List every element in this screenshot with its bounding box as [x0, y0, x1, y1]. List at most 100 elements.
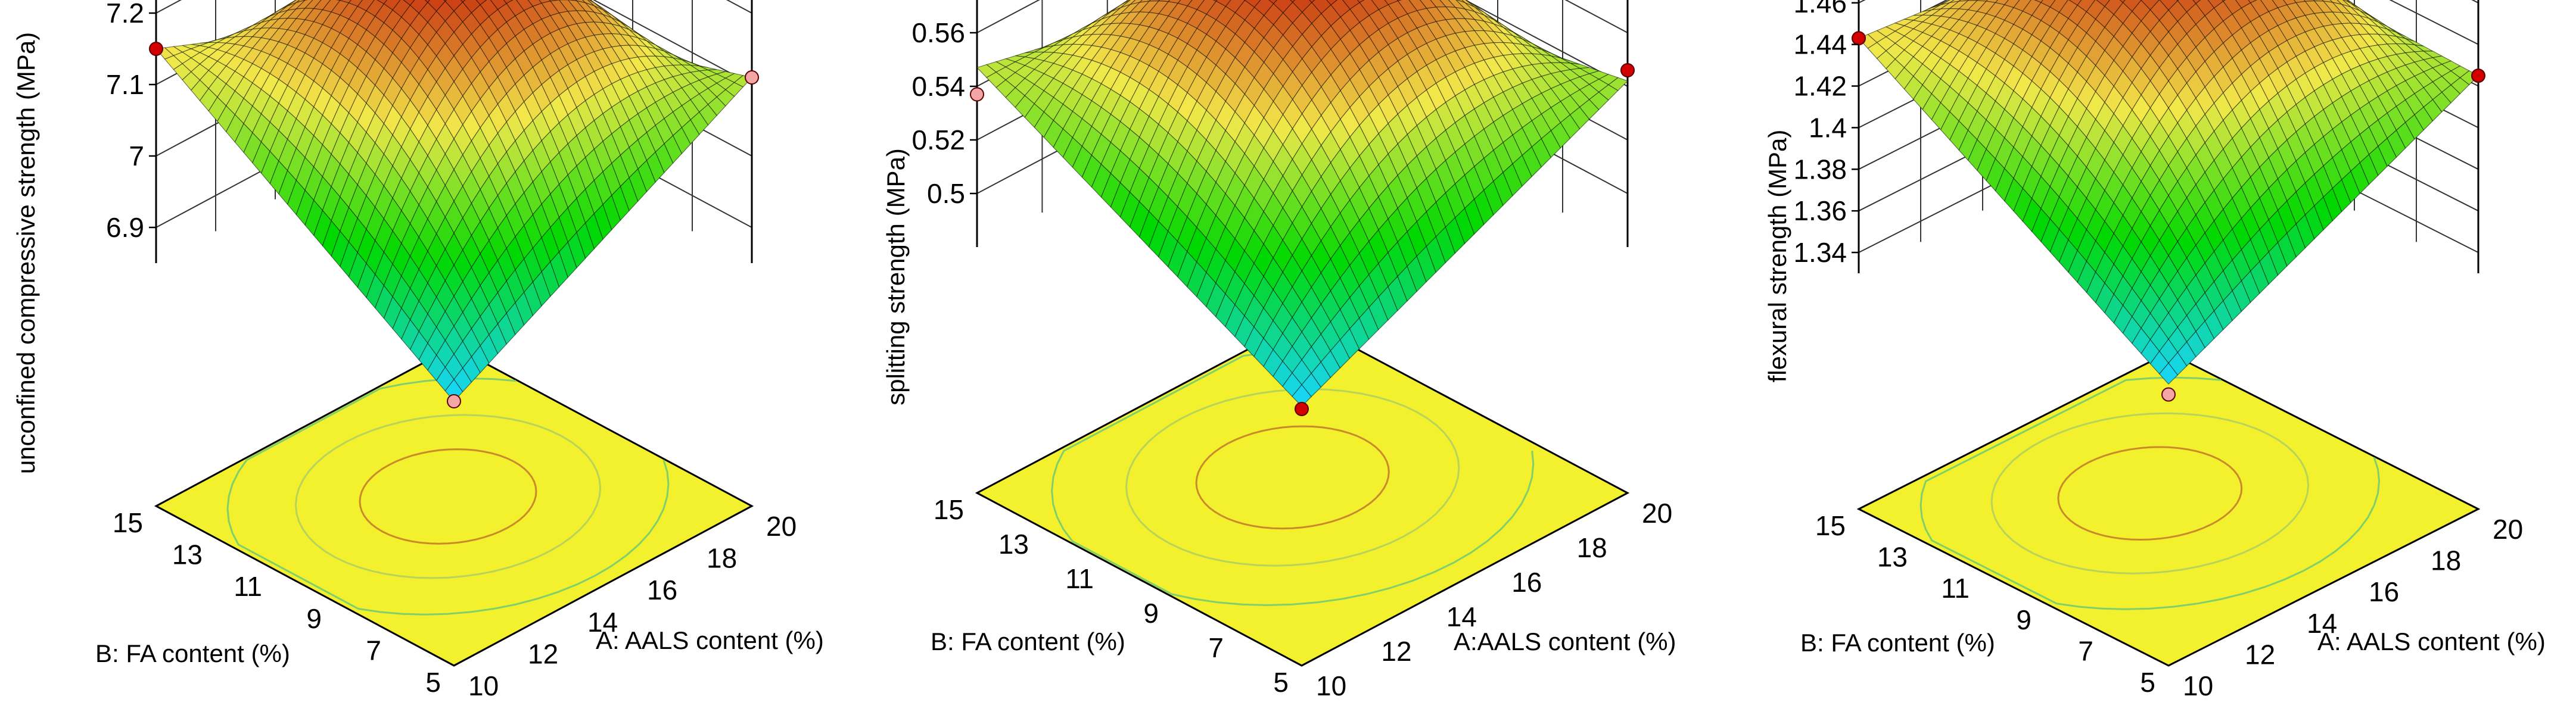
y-tick-label: 5 [425, 667, 441, 698]
x-tick-label: 20 [1642, 498, 1672, 529]
surface-cell [1326, 0, 1338, 6]
y-tick-label: 15 [1815, 510, 1846, 541]
surface-cell [424, 0, 431, 3]
x-tick-label: 14 [587, 607, 618, 638]
design-point [2471, 68, 2485, 83]
y-axis-title: B: FA content (%) [95, 639, 290, 667]
y-tick-label: 13 [172, 539, 203, 570]
y-tick-label: 11 [1065, 563, 1094, 594]
design-point [970, 87, 984, 102]
y-axis: 5 7 9 11 13 15 [934, 494, 1289, 698]
chart-panel-flexural-strength: 1.341.361.381.41.421.441.461.481.5flexur… [1763, 0, 2546, 701]
x-tick-label: 18 [2431, 545, 2461, 576]
z-axis-title: unconfined compressive strength (MPa) [12, 32, 40, 474]
y-tick-label: 11 [1941, 573, 1970, 604]
floor-contour-line [294, 414, 602, 579]
x-tick-label: 10 [468, 670, 499, 701]
y-tick-label: 7 [1208, 632, 1224, 663]
z-tick-label: 1.38 [1793, 154, 1847, 185]
y-axis-title: B: FA content (%) [931, 628, 1125, 655]
y-tick-label: 13 [1877, 542, 1908, 573]
z-tick-label: 7 [129, 141, 144, 171]
z-tick-label: 6.9 [106, 212, 144, 243]
x-tick-label: 12 [528, 638, 558, 669]
z-tick-label: 0.56 [911, 17, 965, 48]
z-tick-label: 0.54 [911, 71, 965, 102]
response-surface [976, 0, 1629, 407]
surface-cell [2192, 0, 2201, 4]
surface-cell [2158, 363, 2179, 385]
z-axis: 1.341.361.381.41.421.441.461.481.5 [1793, 0, 1859, 268]
z-axis: 6.977.17.27.3 [106, 0, 156, 243]
floor-contour-line [2057, 446, 2243, 541]
x-tick-label: 14 [2307, 608, 2337, 639]
floor-contour-line [1990, 412, 2310, 575]
y-tick-label: 7 [2078, 635, 2093, 666]
floor-contour-line [1195, 425, 1390, 530]
surface-cell [1309, 0, 1315, 4]
y-tick-label: 9 [306, 603, 322, 634]
y-tick-label: 15 [113, 507, 143, 538]
y-axis: 5 7 9 11 13 15 [113, 507, 441, 698]
design-point [149, 42, 163, 56]
y-axis-title: B: FA content (%) [1800, 629, 1995, 657]
wall-grid-line [1464, 0, 1628, 87]
x-axis-title: A:AALS content (%) [1454, 628, 1676, 655]
z-tick-label: 1.36 [1793, 195, 1847, 226]
z-tick-label: 0.5 [927, 178, 965, 209]
surface-cell [2119, 0, 2126, 4]
x-tick-label: 20 [766, 511, 797, 542]
z-tick-label: 7.2 [106, 0, 144, 29]
x-tick-label: 20 [2493, 514, 2523, 545]
chart-panel-compressive-strength: 6.977.17.27.3unconfined compressive stre… [12, 0, 824, 701]
design-point [745, 70, 759, 85]
z-tick-label: 7.1 [106, 69, 144, 100]
x-tick-label: 10 [1316, 670, 1346, 701]
x-tick-label: 10 [2183, 670, 2213, 701]
x-tick-label: 14 [1446, 601, 1477, 632]
z-tick-label: 1.4 [1809, 112, 1847, 143]
y-tick-label: 15 [934, 494, 964, 525]
floor-contour-line [226, 377, 670, 616]
y-tick-label: 9 [2016, 604, 2031, 635]
surface-cell [1292, 384, 1312, 407]
design-point [1295, 402, 1309, 416]
y-tick-label: 9 [1143, 598, 1159, 629]
wall-grid-line [2389, 0, 2479, 45]
surface-cell [1268, 0, 1278, 5]
y-tick-label: 13 [998, 529, 1029, 560]
x-axis: 10 12 14 16 18 20 [468, 511, 797, 701]
x-tick-label: 18 [707, 543, 737, 574]
floor-contour-line [1051, 348, 1535, 607]
x-tick-label: 16 [2369, 576, 2399, 607]
wall-grid-line [1564, 0, 1628, 33]
x-tick-label: 12 [1381, 636, 1411, 667]
y-tick-label: 7 [366, 635, 381, 666]
z-axis: 0.50.520.540.560.580.6 [911, 17, 977, 209]
x-tick-label: 16 [1511, 567, 1542, 598]
z-tick-label: 0.52 [911, 124, 965, 155]
wall-grid-line [976, 0, 1040, 33]
y-tick-label: 5 [1273, 667, 1289, 698]
response-surface [155, 0, 753, 402]
z-tick-label: 1.34 [1793, 237, 1847, 268]
design-point [2161, 387, 2176, 402]
x-axis: 10 12 14 16 18 20 [1316, 498, 1672, 701]
x-axis-title: A: AALS content (%) [2317, 628, 2546, 655]
floor-contour-line [1919, 376, 2381, 610]
response-surface [1858, 0, 2479, 385]
design-point [447, 394, 461, 408]
z-tick-label: 1.44 [1793, 29, 1847, 60]
y-axis: 5 7 9 11 13 15 [1815, 510, 2155, 698]
x-tick-label: 16 [647, 575, 677, 605]
floor-contour-line [1125, 388, 1460, 567]
surface-cell [1290, 0, 1296, 3]
z-tick-label: 1.42 [1793, 71, 1847, 102]
wall-grid-line [592, 0, 752, 85]
design-point [1852, 31, 1866, 46]
x-axis-title: A: AALS content (%) [596, 626, 824, 654]
y-tick-label: 11 [234, 571, 262, 602]
x-tick-label: 12 [2245, 639, 2275, 670]
